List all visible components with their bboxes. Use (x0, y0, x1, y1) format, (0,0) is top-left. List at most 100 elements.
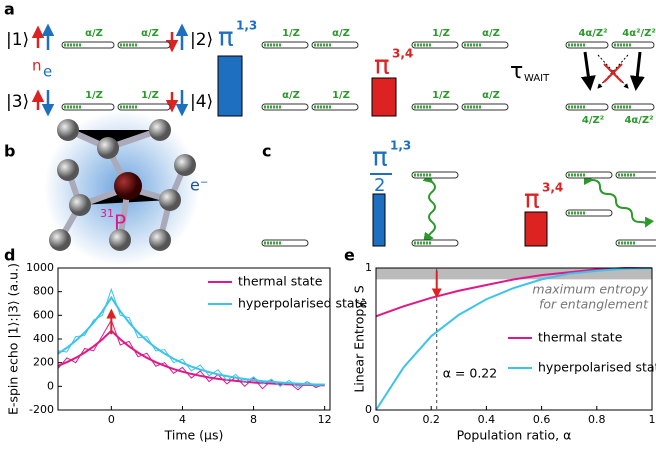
x-tick-label: 0.4 (478, 413, 496, 426)
population-segment (264, 241, 266, 245)
pulse-symbol: π (374, 51, 390, 81)
x-tick-label: 0.6 (533, 413, 551, 426)
population-segment (276, 43, 278, 47)
electron-label: e⁻ (190, 176, 208, 195)
population-segment (323, 105, 325, 109)
population-segment (476, 43, 478, 47)
panel-label: c (262, 142, 271, 161)
population-segment (420, 43, 422, 47)
threshold-band (376, 268, 652, 280)
population-segment (120, 43, 122, 47)
population-segment (464, 105, 466, 109)
population-segment (320, 43, 322, 47)
energy-level (117, 41, 171, 49)
x-tick-label: 0.8 (588, 413, 606, 426)
lattice-atoms (49, 119, 196, 251)
population-label: α/Z (282, 90, 300, 101)
population-segment (470, 105, 472, 109)
population-segment (479, 43, 481, 47)
series-line (375, 267, 652, 318)
population-segment (583, 211, 585, 215)
population-label: 1/Z (141, 90, 159, 101)
population-segment (473, 105, 475, 109)
population-segment (264, 105, 266, 109)
population-label: 1/Z (432, 90, 450, 101)
population-segment (473, 43, 475, 47)
y-tick-label: 0 (47, 379, 54, 392)
population-label: α/Z (482, 28, 500, 39)
population-segment (624, 241, 626, 245)
population-segment (618, 241, 620, 245)
population-segment (629, 105, 631, 109)
energy-level (117, 103, 171, 111)
y-tick-label: 1 (365, 261, 372, 274)
population-segment (273, 241, 275, 245)
population-segment (623, 43, 625, 47)
population-segment (621, 241, 623, 245)
population-segment (470, 43, 472, 47)
population-segment (79, 43, 81, 47)
population-segment (70, 105, 72, 109)
pulse-denominator: 2 (374, 175, 385, 196)
y-tick-label: 200 (33, 356, 54, 369)
y-axis-title: Linear Entropy, S (352, 285, 367, 392)
population-segment (479, 105, 481, 109)
population-segment (614, 43, 616, 47)
population-label: 4α²/Z² (622, 28, 656, 39)
population-segment (627, 241, 629, 245)
population-segment (264, 43, 266, 47)
population-segment (67, 43, 69, 47)
y-tick-label: 400 (33, 332, 54, 345)
fit-line (57, 295, 325, 386)
population-segment (627, 173, 629, 177)
panel-label: d (4, 246, 15, 265)
pulse-bar (524, 211, 548, 247)
population-segment (276, 241, 278, 245)
population-segment (414, 43, 416, 47)
annotation: α = 0.22 (443, 366, 498, 381)
population-segment (270, 241, 272, 245)
population-segment (426, 173, 428, 177)
x-tick-label: 12 (318, 413, 332, 426)
population-segment (129, 43, 131, 47)
population-segment (568, 211, 570, 215)
state-label: |1⟩ (6, 30, 29, 50)
energy-level (615, 171, 656, 179)
population-segment (67, 105, 69, 109)
spin-arrows (31, 23, 189, 117)
pulse-superscript: 1,3 (390, 139, 411, 153)
population-label: 4/Z² (582, 115, 604, 126)
population-segment (323, 43, 325, 47)
population-segment (571, 173, 573, 177)
pulse-symbol: π (524, 185, 540, 215)
population-segment (574, 43, 576, 47)
population-segment (135, 105, 137, 109)
population-segment (267, 241, 269, 245)
annotation: for entanglement (539, 297, 649, 312)
population-segment (126, 43, 128, 47)
population-segment (126, 105, 128, 109)
population-segment (270, 105, 272, 109)
y-tick-label: 600 (33, 308, 54, 321)
population-segment (132, 43, 134, 47)
population-segment (76, 43, 78, 47)
population-segment (423, 105, 425, 109)
population-segment (420, 105, 422, 109)
pulse-bar (217, 55, 243, 117)
population-segment (577, 105, 579, 109)
population-segment (279, 241, 281, 245)
population-segment (617, 105, 619, 109)
population-segment (467, 43, 469, 47)
plot-frame (57, 267, 331, 411)
x-axis-title: Population ratio, α (457, 428, 572, 443)
series-line (57, 318, 325, 391)
series-line (57, 287, 325, 389)
population-segment (629, 43, 631, 47)
series-line (375, 267, 653, 411)
energy-level (61, 41, 115, 49)
population-segment (135, 43, 137, 47)
x-tick-label: 0.2 (422, 413, 440, 426)
population-segment (571, 211, 573, 215)
population-segment (267, 105, 269, 109)
